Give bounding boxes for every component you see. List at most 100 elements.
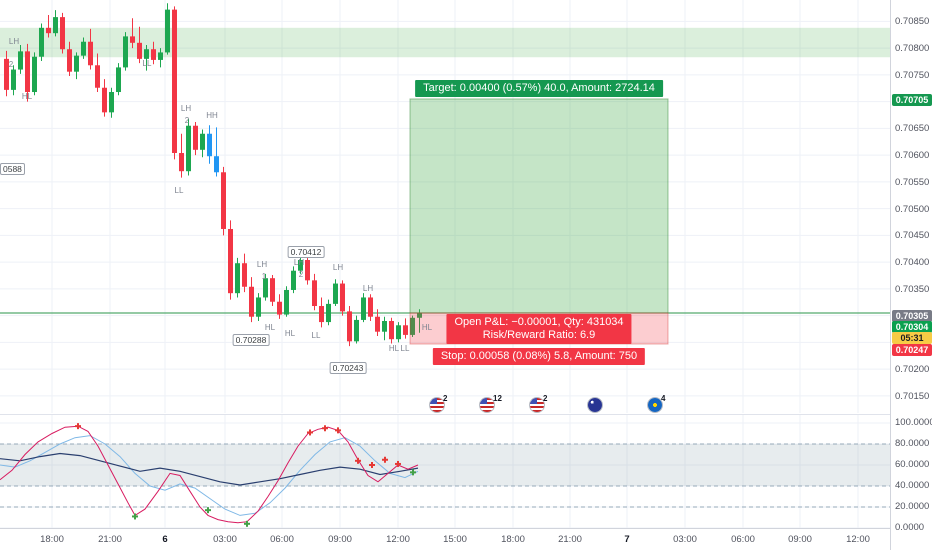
economic-event-au-icon[interactable] bbox=[588, 398, 602, 412]
price-axis[interactable]: 0.70850 0.70800 0.70750 0.70650 0.70600 0.705… bbox=[890, 0, 932, 550]
pivot-price-label: 0.70288 bbox=[232, 334, 270, 346]
time-tick-label: 09:00 bbox=[788, 534, 812, 545]
candle-body bbox=[368, 297, 373, 317]
candle-body bbox=[284, 289, 289, 315]
price-tick-label: 0.70200 bbox=[895, 364, 930, 376]
target-zone[interactable] bbox=[409, 98, 669, 314]
candle-body bbox=[60, 17, 65, 50]
candle-body bbox=[235, 263, 240, 294]
economic-event-count: 2 bbox=[543, 394, 548, 403]
swing-label: 1 bbox=[262, 272, 267, 281]
time-axis[interactable]: 18:00 21:00 6 03:00 06:00 09:00 12:00 15:00 18:0… bbox=[0, 528, 890, 551]
candle-body bbox=[396, 325, 401, 340]
candle-body bbox=[417, 313, 422, 318]
candle-body bbox=[102, 87, 107, 113]
candle-body bbox=[389, 321, 394, 340]
time-tick-label: 12:00 bbox=[846, 534, 870, 545]
candle-body bbox=[88, 41, 93, 66]
price-tick-label: 0.70850 bbox=[895, 16, 930, 28]
candle-body bbox=[109, 92, 114, 113]
price-pane[interactable]: LH 2 HL LL LH 2 HH LL LH 1 LH 2 HL HL LL LH LH HL LL HL Tar… bbox=[0, 0, 890, 413]
candle-body bbox=[81, 41, 86, 56]
time-tick-label: 7 bbox=[624, 534, 630, 545]
candle-body bbox=[277, 301, 282, 315]
time-tick-label: 03:00 bbox=[673, 534, 697, 545]
economic-event-us-icon[interactable] bbox=[480, 398, 494, 412]
position-pnl-label[interactable]: Open P&L: −0.00001, Qty: 431034 Risk/Rew… bbox=[446, 313, 632, 344]
position-pnl-line2: Risk/Reward Ratio: 6.9 bbox=[482, 328, 596, 341]
indicator-svg bbox=[0, 415, 890, 529]
candle-body bbox=[53, 17, 58, 34]
time-tick-label: 18:00 bbox=[40, 534, 64, 545]
candle-body bbox=[67, 49, 72, 72]
price-tick-label: 0.70150 bbox=[895, 390, 930, 402]
candle-body bbox=[193, 125, 198, 150]
price-tick-label: 0.70800 bbox=[895, 43, 930, 55]
economic-event-us-icon[interactable] bbox=[530, 398, 544, 412]
economic-event-count: 12 bbox=[493, 394, 502, 403]
candle-body bbox=[207, 133, 212, 157]
candle-body bbox=[312, 280, 317, 307]
price-tick-label: 0.70750 bbox=[895, 69, 930, 81]
swing-label: LL bbox=[312, 331, 321, 340]
candle-body bbox=[158, 52, 163, 60]
candle-body bbox=[25, 51, 30, 93]
candle-body bbox=[291, 270, 296, 290]
economic-event-eu-icon[interactable] bbox=[648, 398, 662, 412]
position-pnl-line1: Open P&L: −0.00001, Qty: 431034 bbox=[454, 315, 624, 328]
indicator-scale-label: 80.0000 bbox=[895, 438, 930, 449]
time-tick-label: 15:00 bbox=[443, 534, 467, 545]
indicator-scale-label: 100.0000 bbox=[895, 417, 932, 428]
swing-label: HH bbox=[206, 111, 218, 120]
time-tick-label: 12:00 bbox=[386, 534, 410, 545]
indicator-scale-label: 20.0000 bbox=[895, 501, 930, 512]
candle-body bbox=[200, 133, 205, 150]
candle-body bbox=[186, 125, 191, 172]
swing-label: LH bbox=[181, 104, 191, 113]
position-stop-label[interactable]: Stop: 0.00058 (0.08%) 5.8, Amount: 750 bbox=[432, 348, 646, 365]
time-tick-label: 6 bbox=[162, 534, 168, 545]
candle-body bbox=[130, 36, 135, 43]
candle-body bbox=[361, 297, 366, 320]
candle-body bbox=[340, 283, 345, 312]
candle-body bbox=[137, 42, 142, 59]
candle-body bbox=[39, 27, 44, 57]
position-target-label[interactable]: Target: 0.00400 (0.57%) 40.0, Amount: 27… bbox=[415, 79, 663, 97]
candle-body bbox=[95, 65, 100, 88]
candle-body bbox=[347, 311, 352, 342]
swing-label: LL bbox=[143, 59, 152, 68]
price-tick-label: 0.70500 bbox=[895, 203, 930, 215]
swing-label: 2 bbox=[9, 60, 14, 69]
candle-body bbox=[144, 49, 149, 59]
candle-body bbox=[116, 67, 121, 93]
economic-event-count: 2 bbox=[443, 394, 448, 403]
swing-label: HL bbox=[422, 323, 433, 332]
swing-label: LL bbox=[175, 186, 184, 195]
target-price-badge[interactable]: 0.70705 bbox=[892, 94, 932, 106]
stochastic-fast-line bbox=[0, 425, 419, 524]
countdown-badge[interactable]: 05:31 bbox=[892, 332, 932, 344]
time-tick-label: 21:00 bbox=[558, 534, 582, 545]
candle-body bbox=[256, 297, 261, 317]
candle-body bbox=[305, 260, 310, 281]
economic-event-count: 4 bbox=[661, 394, 666, 403]
candle-body bbox=[326, 303, 331, 323]
candle-body bbox=[375, 316, 380, 332]
candle-body bbox=[172, 9, 177, 154]
indicator-pane[interactable] bbox=[0, 414, 890, 529]
candle-body bbox=[179, 153, 184, 172]
economic-event-us-icon[interactable] bbox=[430, 398, 444, 412]
candle-body bbox=[123, 36, 128, 68]
last-price-badge[interactable]: 0.70304 bbox=[892, 321, 932, 333]
swing-label: HL bbox=[265, 323, 276, 332]
stop-price-badge[interactable]: 0.70247 bbox=[892, 344, 932, 356]
candle-body bbox=[298, 260, 303, 271]
candle-body bbox=[4, 58, 9, 90]
stochastic-slow-line bbox=[0, 435, 419, 516]
candle-body bbox=[74, 55, 79, 72]
swing-label: LL bbox=[401, 344, 410, 353]
price-tick-label: 0.70450 bbox=[895, 230, 930, 242]
candle-body bbox=[18, 51, 23, 70]
entry-price-badge[interactable]: 0.70305 bbox=[892, 310, 932, 322]
